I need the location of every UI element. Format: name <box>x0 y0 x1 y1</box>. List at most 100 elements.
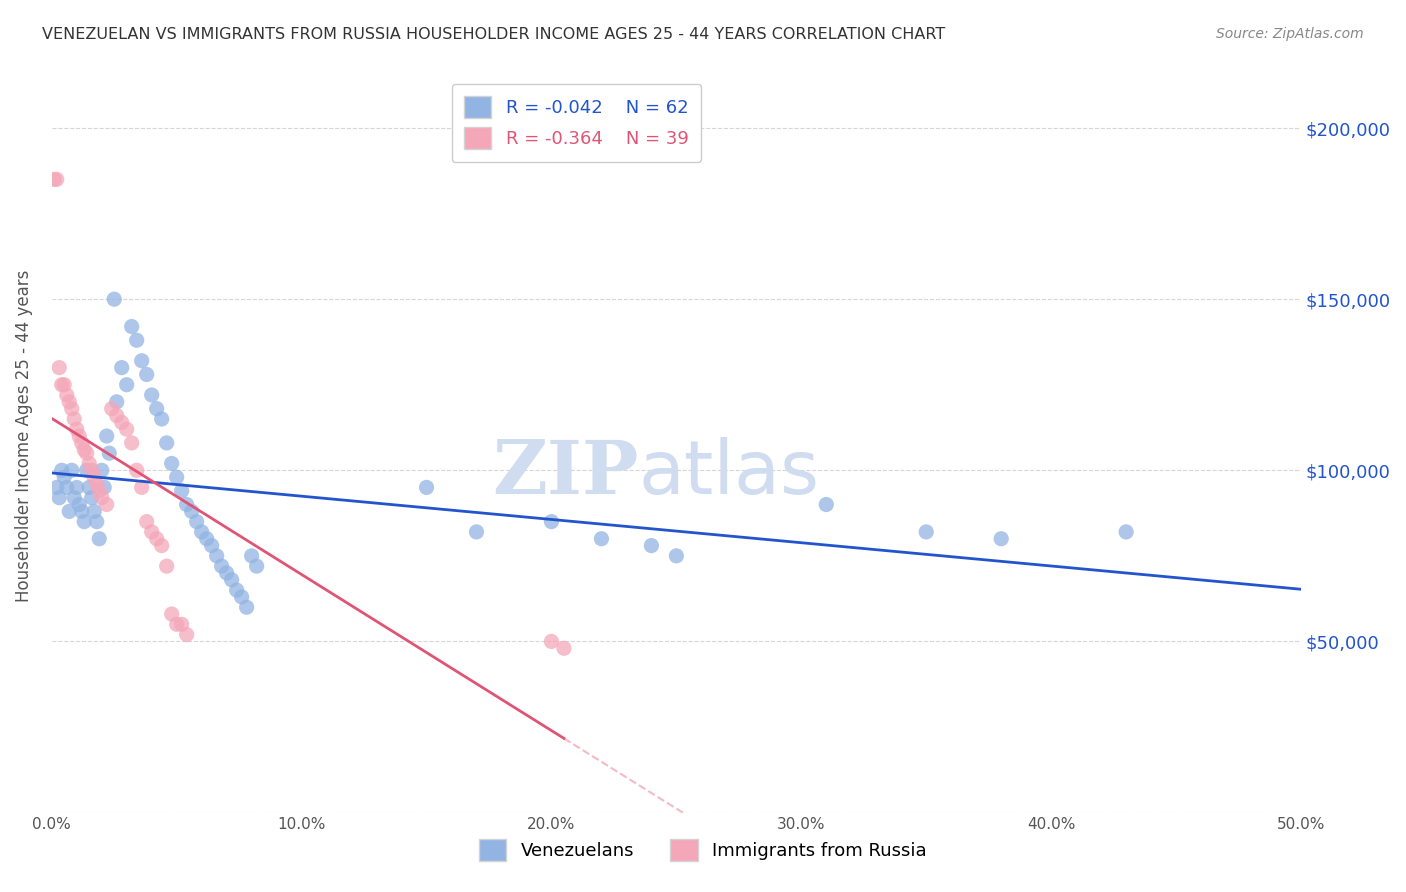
Point <box>93 480 115 494</box>
Point <box>77 457 100 471</box>
Point <box>156 436 179 450</box>
Point <box>221 573 243 587</box>
Point <box>915 524 938 539</box>
Point <box>48 360 70 375</box>
Point <box>115 422 138 436</box>
Point <box>215 566 238 580</box>
Point <box>135 515 157 529</box>
Point <box>415 480 437 494</box>
Point <box>66 422 89 436</box>
Point <box>55 388 77 402</box>
Point <box>125 463 148 477</box>
Point <box>145 532 167 546</box>
Point <box>111 360 134 375</box>
Point <box>76 463 98 477</box>
Point <box>553 641 575 656</box>
Point <box>70 436 93 450</box>
Point <box>186 515 208 529</box>
Point <box>225 583 247 598</box>
Point <box>246 559 269 574</box>
Point <box>67 498 90 512</box>
Legend: R = -0.042    N = 62, R = -0.364    N = 39: R = -0.042 N = 62, R = -0.364 N = 39 <box>451 84 702 162</box>
Point <box>100 401 122 416</box>
Point <box>90 491 112 505</box>
Point <box>115 377 138 392</box>
Point <box>121 319 143 334</box>
Point <box>141 524 163 539</box>
Point <box>190 524 212 539</box>
Point <box>150 412 173 426</box>
Point <box>141 388 163 402</box>
Point <box>45 480 67 494</box>
Point <box>180 504 202 518</box>
Point <box>53 377 76 392</box>
Point <box>176 498 198 512</box>
Point <box>131 480 153 494</box>
Point <box>80 463 103 477</box>
Point <box>231 590 253 604</box>
Point <box>63 491 86 505</box>
Point <box>105 409 128 423</box>
Point <box>89 483 111 498</box>
Point <box>160 607 183 621</box>
Point <box>815 498 838 512</box>
Point <box>540 634 562 648</box>
Point <box>111 416 134 430</box>
Text: ZIP: ZIP <box>492 437 638 510</box>
Point <box>640 539 662 553</box>
Point <box>160 457 183 471</box>
Point <box>77 480 100 494</box>
Point <box>150 539 173 553</box>
Point <box>60 463 83 477</box>
Point <box>176 627 198 641</box>
Point <box>195 532 218 546</box>
Point <box>48 491 70 505</box>
Point <box>205 549 228 563</box>
Point <box>125 333 148 347</box>
Point <box>465 524 488 539</box>
Point <box>44 172 66 186</box>
Point <box>96 429 118 443</box>
Point <box>80 491 103 505</box>
Y-axis label: Householder Income Ages 25 - 44 years: Householder Income Ages 25 - 44 years <box>15 270 32 602</box>
Point <box>665 549 688 563</box>
Text: VENEZUELAN VS IMMIGRANTS FROM RUSSIA HOUSEHOLDER INCOME AGES 25 - 44 YEARS CORRE: VENEZUELAN VS IMMIGRANTS FROM RUSSIA HOU… <box>42 27 945 42</box>
Point <box>86 515 108 529</box>
Point <box>145 401 167 416</box>
Point <box>98 446 121 460</box>
Text: Source: ZipAtlas.com: Source: ZipAtlas.com <box>1216 27 1364 41</box>
Point <box>53 470 76 484</box>
Point <box>170 617 193 632</box>
Point <box>90 463 112 477</box>
Point <box>156 559 179 574</box>
Point <box>58 394 80 409</box>
Point <box>51 463 73 477</box>
Point <box>105 394 128 409</box>
Point <box>45 172 67 186</box>
Point <box>211 559 233 574</box>
Point <box>240 549 263 563</box>
Point <box>990 532 1012 546</box>
Point <box>70 504 93 518</box>
Point <box>166 470 188 484</box>
Point <box>89 532 111 546</box>
Point <box>83 470 105 484</box>
Point <box>591 532 613 546</box>
Point <box>540 515 562 529</box>
Point <box>103 292 125 306</box>
Point <box>86 477 108 491</box>
Point <box>73 442 96 457</box>
Point <box>131 353 153 368</box>
Point <box>235 600 257 615</box>
Point <box>166 617 188 632</box>
Point <box>121 436 143 450</box>
Point <box>51 377 73 392</box>
Point <box>67 429 90 443</box>
Point <box>83 504 105 518</box>
Point <box>58 504 80 518</box>
Point <box>135 368 157 382</box>
Point <box>63 412 86 426</box>
Point <box>66 480 89 494</box>
Point <box>1115 524 1137 539</box>
Point <box>76 446 98 460</box>
